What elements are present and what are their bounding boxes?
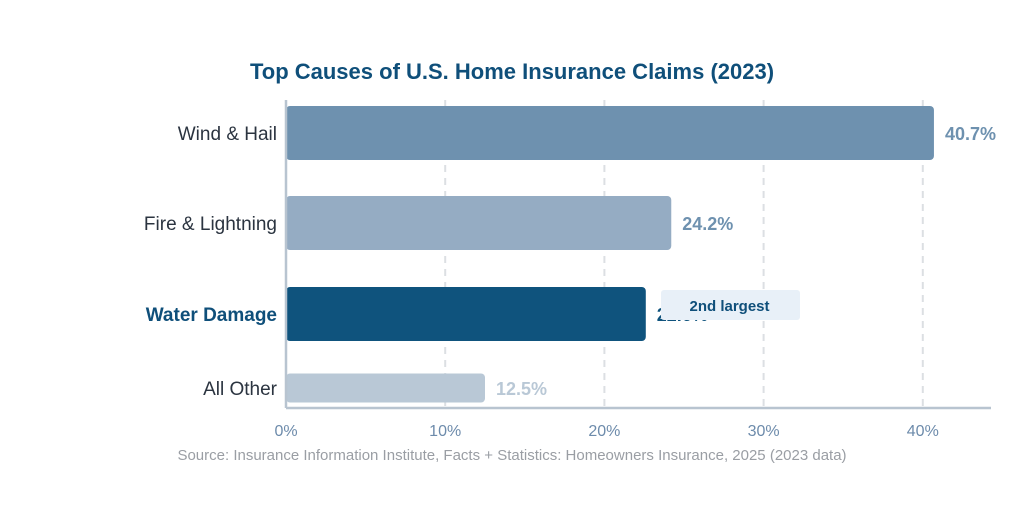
- category-label-water-damage: Water Damage: [146, 305, 277, 326]
- axes: [284, 100, 991, 410]
- bars: [286, 106, 934, 403]
- x-tick-label: 40%: [907, 423, 939, 440]
- bar-wind-hail: [286, 106, 934, 160]
- value-labels: 40.7%24.2%22.6%12.5%: [496, 124, 996, 399]
- x-tick-label: 0%: [274, 423, 297, 440]
- callout-text: 2nd largest: [689, 298, 769, 315]
- bar-water-damage: [286, 287, 646, 341]
- value-label-wind-hail: 40.7%: [945, 124, 996, 144]
- source-note: Source: Insurance Information Institute,…: [177, 447, 846, 464]
- callout: 2nd largest: [661, 290, 800, 320]
- callout-box: [661, 290, 800, 320]
- category-label-fire-lightning: Fire & Lightning: [144, 214, 277, 235]
- category-labels: Wind & Hail Fire & Lightning Water Damage A…: [144, 124, 278, 400]
- bar-all-other: [286, 373, 485, 403]
- category-label-wind-hail: Wind & Hail: [178, 124, 277, 145]
- x-tick-label: 10%: [429, 423, 461, 440]
- value-label-all-other: 12.5%: [496, 379, 547, 399]
- bar-fire-lightning: [286, 196, 672, 250]
- value-label-fire-lightning: 24.2%: [682, 214, 733, 234]
- x-tick-label: 30%: [748, 423, 780, 440]
- x-tick-labels: 0% 10% 20% 30% 40%: [274, 423, 938, 440]
- chart-title: Top Causes of U.S. Home Insurance Claims…: [250, 59, 774, 84]
- category-label-all-other: All Other: [203, 379, 278, 400]
- x-tick-label: 20%: [588, 423, 620, 440]
